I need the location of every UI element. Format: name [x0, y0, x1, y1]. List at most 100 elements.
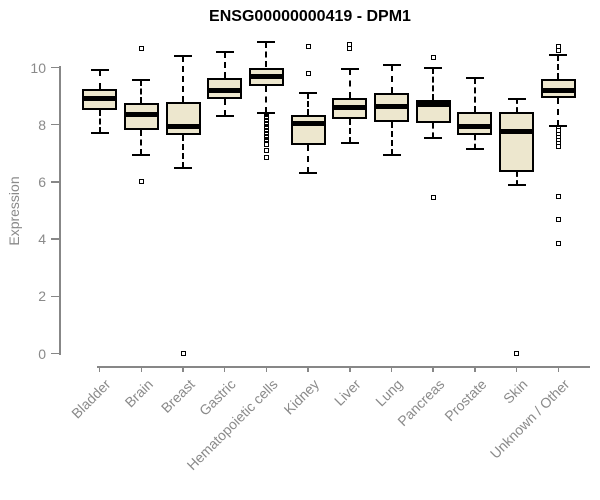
whisker-upper — [265, 41, 268, 68]
y-tick-label: 2 — [38, 288, 46, 305]
median-line — [248, 73, 284, 79]
whisker-lower — [515, 171, 518, 185]
whisker-lower — [98, 110, 101, 134]
whisker-cap-top — [90, 69, 109, 72]
outlier-point — [263, 142, 269, 148]
whisker-upper — [473, 77, 476, 112]
outlier-point — [263, 154, 269, 160]
x-tick-label: Skin — [500, 376, 531, 407]
whisker-upper — [557, 54, 560, 79]
whisker-lower — [307, 144, 310, 174]
whisker-cap-bottom — [424, 136, 443, 139]
x-tick — [474, 366, 476, 372]
whisker-cap-top — [299, 92, 318, 95]
whisker-cap-top — [215, 50, 234, 53]
outlier-point — [138, 179, 144, 185]
whisker-cap-bottom — [340, 142, 359, 145]
x-tick-label: Breast — [157, 376, 198, 416]
median-line — [82, 96, 118, 102]
x-tick — [182, 366, 184, 372]
whisker-upper — [140, 80, 143, 104]
outlier-point — [180, 351, 186, 356]
outlier-point — [347, 45, 353, 51]
y-tick — [51, 123, 59, 126]
x-tick — [265, 366, 268, 372]
x-tick — [515, 366, 518, 372]
y-tick — [51, 181, 59, 183]
whisker-cap-top — [549, 53, 568, 56]
median-line — [165, 123, 201, 129]
whisker-lower — [348, 118, 351, 144]
whisker-lower — [473, 134, 476, 149]
outlier-point — [305, 43, 311, 49]
x-tick-label: Prostate — [441, 376, 490, 425]
outlier-point — [555, 240, 561, 246]
whisker-cap-bottom — [174, 166, 192, 169]
x-tick — [307, 366, 309, 372]
x-tick — [98, 366, 101, 372]
x-tick-label: Unknown / Other — [487, 376, 573, 462]
whisker-cap-top — [132, 79, 151, 82]
box-rect — [165, 101, 201, 135]
x-tick-label: Kidney — [280, 376, 323, 418]
x-tick — [557, 366, 560, 372]
whisker-cap-top — [257, 40, 276, 43]
whisker-cap-bottom — [299, 172, 318, 175]
box-rect — [499, 111, 535, 172]
whisker-cap-top — [507, 97, 526, 100]
outlier-point — [138, 46, 144, 52]
whisker-lower — [182, 134, 184, 168]
whisker-lower — [140, 130, 143, 155]
whisker-cap-bottom — [465, 148, 484, 150]
x-tick — [349, 366, 351, 372]
whisker-upper — [515, 98, 518, 112]
whisker-upper — [390, 64, 393, 94]
median-line — [415, 102, 451, 108]
y-tick-label: 8 — [38, 116, 46, 133]
x-tick — [432, 366, 434, 372]
whisker-cap-top — [174, 55, 192, 58]
whisker-cap-bottom — [132, 153, 151, 156]
x-tick — [223, 366, 226, 372]
median-line — [457, 123, 493, 129]
whisker-cap-top — [340, 67, 359, 70]
x-tick — [140, 366, 143, 372]
median-line — [207, 87, 243, 93]
whisker-upper — [98, 70, 101, 89]
x-tick — [390, 366, 393, 372]
outlier-point — [555, 143, 561, 149]
whisker-cap-bottom — [215, 115, 234, 118]
outlier-point — [305, 71, 311, 77]
outlier-point — [263, 147, 269, 153]
whisker-cap-top — [424, 66, 443, 69]
y-tick — [51, 238, 59, 240]
whisker-lower — [223, 98, 226, 117]
whisker-upper — [182, 56, 184, 102]
y-tick — [51, 295, 59, 298]
whisker-lower — [390, 121, 393, 155]
outlier-point — [430, 195, 436, 201]
y-tick — [51, 66, 59, 69]
y-tick-label: 4 — [38, 231, 46, 248]
whisker-lower — [557, 97, 560, 127]
whisker-cap-bottom — [382, 153, 401, 156]
median-line — [374, 103, 409, 109]
outlier-point — [514, 351, 520, 356]
median-line — [499, 129, 535, 135]
box-rect — [290, 114, 326, 145]
median-line — [290, 120, 326, 126]
whisker-cap-bottom — [549, 125, 568, 128]
y-tick-label: 6 — [38, 173, 46, 190]
whisker-upper — [223, 51, 226, 78]
whisker-cap-bottom — [257, 112, 276, 115]
whisker-upper — [307, 93, 310, 115]
whisker-upper — [348, 68, 351, 98]
whisker-upper — [432, 67, 435, 101]
whisker-cap-top — [382, 63, 401, 66]
outlier-point — [430, 54, 436, 60]
whisker-lower — [432, 123, 435, 138]
outlier-point — [555, 47, 561, 53]
whisker-cap-bottom — [90, 132, 109, 135]
